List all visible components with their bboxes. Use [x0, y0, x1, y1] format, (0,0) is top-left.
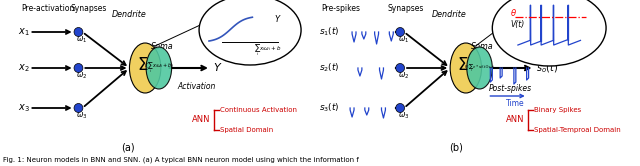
Circle shape [74, 103, 83, 113]
Text: (a): (a) [121, 143, 134, 153]
Text: Synapses: Synapses [387, 3, 424, 12]
Ellipse shape [146, 47, 172, 89]
Text: $s_o(t)$: $s_o(t)$ [536, 61, 559, 75]
Text: $x_3$: $x_3$ [18, 102, 29, 114]
Text: $\theta$: $\theta$ [511, 6, 517, 18]
Text: Pre-spikes: Pre-spikes [322, 3, 361, 12]
Text: $f(\sum_i x_i\omega_i+b)$: $f(\sum_i x_i\omega_i+b)$ [144, 61, 174, 75]
Ellipse shape [467, 47, 492, 89]
Text: Synapses: Synapses [70, 3, 107, 12]
Text: Y: Y [274, 15, 279, 24]
Ellipse shape [450, 43, 481, 93]
Text: $\omega_3$: $\omega_3$ [77, 111, 88, 121]
Text: (b): (b) [449, 143, 463, 153]
Text: Spatial-Temproal Domain: Spatial-Temproal Domain [534, 127, 620, 133]
Text: $\omega_2$: $\omega_2$ [77, 71, 88, 81]
Text: $s_1(t)$: $s_1(t)$ [319, 26, 339, 38]
Circle shape [396, 64, 404, 73]
Text: $\sum_i x_i\omega_i+b$: $\sum_i x_i\omega_i+b$ [254, 42, 282, 58]
Circle shape [396, 28, 404, 37]
Circle shape [74, 28, 83, 37]
Text: Soma: Soma [150, 42, 173, 50]
Text: $\omega_1$: $\omega_1$ [77, 35, 88, 45]
Text: Activation: Activation [177, 82, 215, 90]
Text: $\omega_3$: $\omega_3$ [398, 111, 410, 121]
Text: $\Sigma$: $\Sigma$ [136, 56, 148, 74]
Text: Dendrite: Dendrite [431, 9, 467, 18]
Text: Continuous Activation: Continuous Activation [220, 107, 297, 113]
Text: $x_1$: $x_1$ [18, 26, 29, 38]
Text: ANN: ANN [506, 116, 525, 124]
Text: $\Sigma$: $\Sigma$ [457, 56, 468, 74]
Text: Post-spikes: Post-spikes [488, 83, 532, 92]
Circle shape [74, 64, 83, 73]
Text: Fig. 1: Neuron models in BNN and SNN. (a) A typical BNN neuron model using which: Fig. 1: Neuron models in BNN and SNN. (a… [3, 157, 359, 163]
Text: $x_2$: $x_2$ [18, 62, 29, 74]
Text: $\omega_1$: $\omega_1$ [398, 35, 410, 45]
Text: ANN: ANN [193, 116, 211, 124]
Text: Dendrite: Dendrite [112, 9, 147, 18]
Text: $\omega_2$: $\omega_2$ [398, 71, 410, 81]
Text: Soma: Soma [471, 42, 494, 50]
Text: Binary Spikes: Binary Spikes [534, 107, 580, 113]
Text: Y: Y [213, 63, 220, 73]
Circle shape [396, 103, 404, 113]
Text: $s_3(t)$: $s_3(t)$ [319, 102, 339, 114]
Ellipse shape [199, 0, 301, 65]
Ellipse shape [129, 43, 161, 93]
Text: Spatial Domain: Spatial Domain [220, 127, 273, 133]
Text: $s_2(t)$: $s_2(t)$ [319, 62, 339, 74]
Ellipse shape [492, 0, 606, 66]
Text: Time: Time [506, 99, 524, 109]
Text: V(t): V(t) [511, 20, 525, 29]
Text: $P(\sum_i \epsilon * s_i(t))\omega_i$: $P(\sum_i \epsilon * s_i(t))\omega_i$ [464, 62, 495, 74]
Text: Pre-activation: Pre-activation [22, 3, 75, 12]
